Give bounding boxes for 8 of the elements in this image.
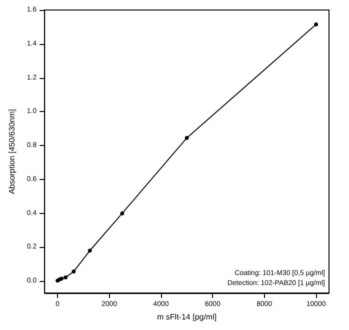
point: [314, 22, 318, 26]
point: [64, 275, 68, 280]
point: [88, 248, 92, 253]
x-axis-title: m sFlt-14 [pg/ml]: [157, 312, 217, 322]
point: [72, 269, 76, 274]
y-axis-title: Absorption [450/630nm]: [8, 109, 16, 194]
point: [120, 211, 124, 216]
point: [184, 136, 189, 140]
